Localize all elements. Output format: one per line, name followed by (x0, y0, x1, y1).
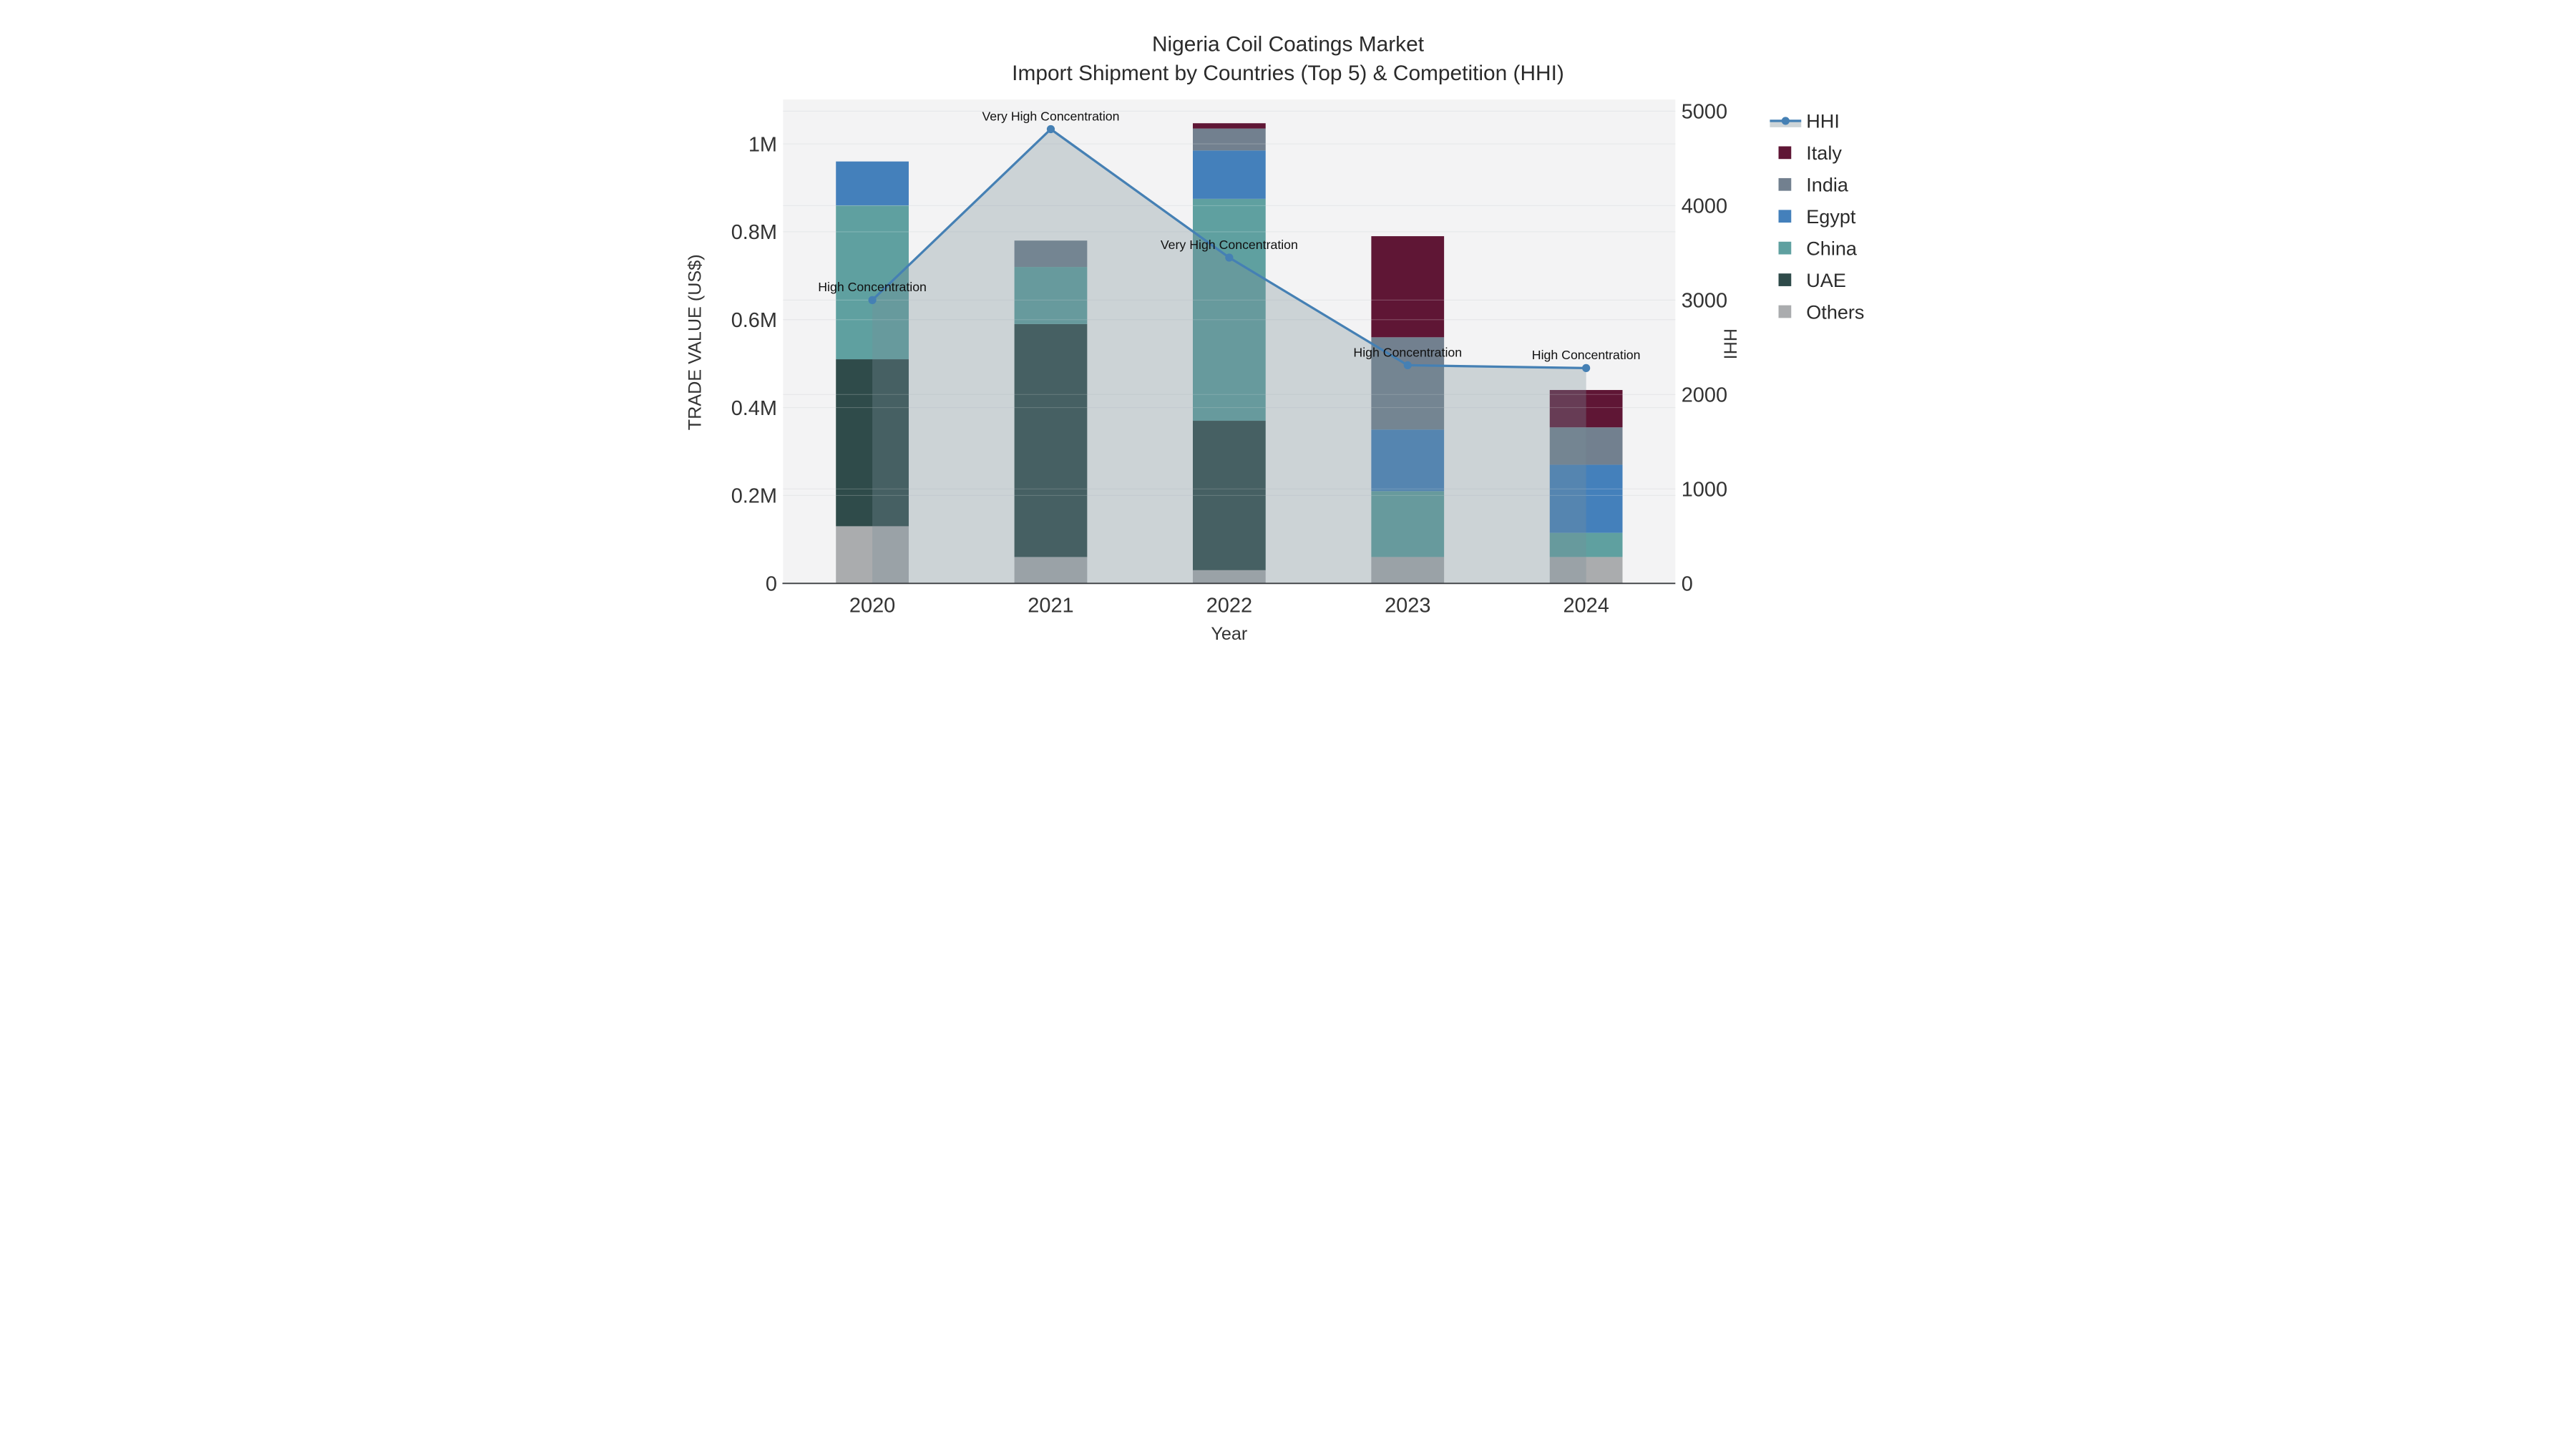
hhi-point-2024[interactable] (1582, 364, 1591, 372)
legend-swatch-china (1778, 241, 1792, 255)
annotation-2024: High Concentration (1532, 348, 1641, 362)
legend-label-china: China (1806, 238, 1858, 259)
annotation-2020: High Concentration (818, 280, 927, 294)
bar-segment-egypt-2024[interactable] (1549, 464, 1623, 533)
bar-segment-uae-2021[interactable] (1014, 323, 1088, 557)
legend-item-egypt[interactable]: Egypt (1778, 206, 1856, 228)
bar-segment-italy-2023[interactable] (1371, 236, 1445, 338)
legend-label-india: India (1806, 175, 1849, 196)
bar-segment-others-2021[interactable] (1014, 557, 1088, 584)
bar-segment-china-2021[interactable] (1014, 267, 1088, 324)
bar-segment-india-2024[interactable] (1549, 427, 1623, 465)
annotation-2021: Very High Concentration (982, 109, 1119, 123)
chart-title-line1: Nigeria Coil Coatings Market (1152, 32, 1425, 56)
legend-item-hhi[interactable]: HHI (1770, 111, 1840, 132)
hhi-point-2020[interactable] (868, 296, 877, 304)
bar-segment-egypt-2022[interactable] (1193, 150, 1266, 199)
hhi-point-2021[interactable] (1046, 125, 1055, 134)
y-axis-title-left: TRADE VALUE (US$) (687, 254, 706, 430)
legend-hhi-marker (1781, 117, 1790, 125)
bar-segment-china-2023[interactable] (1371, 491, 1445, 557)
y-right-tick-4000: 4000 (1682, 195, 1727, 218)
y-right-tick-0: 0 (1682, 573, 1693, 596)
bar-segment-egypt-2023[interactable] (1371, 429, 1445, 492)
combo-chart-canvas: High Concentration Very High Concentratio… (687, 32, 1864, 644)
y-right-tick-3000: 3000 (1682, 290, 1727, 313)
chart-figure: High Concentration Very High Concentratio… (687, 0, 1889, 676)
x-tick-2020: 2020 (849, 594, 895, 617)
bar-segment-others-2024[interactable] (1549, 557, 1623, 584)
bar-segment-china-2022[interactable] (1193, 198, 1266, 421)
legend-label-italy: Italy (1806, 142, 1842, 164)
y-left-tick-1M: 1M (748, 133, 777, 156)
legend-swatch-others (1778, 305, 1792, 318)
plot-layer: High Concentration Very High Concentratio… (731, 99, 1864, 617)
stacked-bars (836, 123, 1623, 584)
legend-label-uae: UAE (1806, 270, 1846, 291)
bar-segment-china-2024[interactable] (1549, 532, 1623, 557)
y-left-tick-0.4M: 0.4M (731, 397, 777, 420)
bar-segment-india-2021[interactable] (1014, 240, 1088, 268)
y-right-tick-5000: 5000 (1682, 101, 1727, 124)
hhi-point-2023[interactable] (1403, 361, 1412, 370)
bar-segment-italy-2022[interactable] (1193, 123, 1266, 129)
bar-segment-others-2022[interactable] (1193, 570, 1266, 584)
bar-segment-egypt-2020[interactable] (836, 161, 909, 206)
bar-segment-uae-2020[interactable] (836, 359, 909, 527)
hhi-area-fill (872, 129, 1586, 584)
x-tick-2021: 2021 (1028, 594, 1073, 617)
y-axis-title-right: HHI (1719, 328, 1740, 359)
y-left-tick-0.8M: 0.8M (731, 221, 777, 244)
legend-item-others[interactable]: Others (1778, 301, 1865, 323)
legend-swatch-egypt (1778, 210, 1792, 223)
y-right-tick-2000: 2000 (1682, 384, 1727, 407)
chart-title-line2: Import Shipment by Countries (Top 5) & C… (1012, 62, 1564, 85)
x-tick-2023: 2023 (1385, 594, 1430, 617)
legend-swatch-uae (1778, 273, 1792, 286)
legend-item-india[interactable]: India (1778, 175, 1849, 196)
legend: HHI Italy India Egypt China UAE Others (1770, 111, 1864, 323)
bar-segment-others-2023[interactable] (1371, 557, 1445, 584)
hhi-point-2022[interactable] (1225, 253, 1234, 262)
legend-swatch-italy (1778, 146, 1792, 160)
legend-swatch-india (1778, 177, 1792, 191)
bar-segment-india-2023[interactable] (1371, 337, 1445, 430)
bar-segment-india-2022[interactable] (1193, 128, 1266, 151)
bar-segment-others-2020[interactable] (836, 526, 909, 584)
x-tick-2024: 2024 (1563, 594, 1609, 617)
bar-segment-uae-2022[interactable] (1193, 421, 1266, 570)
bar-segment-china-2020[interactable] (836, 205, 909, 360)
y-left-tick-0.2M: 0.2M (731, 485, 777, 508)
bar-segment-italy-2024[interactable] (1549, 390, 1623, 428)
legend-label-hhi: HHI (1806, 111, 1840, 132)
legend-label-egypt: Egypt (1806, 206, 1856, 228)
gridlines-overlay (783, 110, 1676, 497)
y-right-tick-1000: 1000 (1682, 479, 1727, 502)
x-tick-2022: 2022 (1206, 594, 1252, 617)
legend-item-italy[interactable]: Italy (1778, 142, 1843, 164)
annotation-2022: Very High Concentration (1161, 238, 1298, 252)
annotation-2023: High Concentration (1353, 345, 1462, 359)
legend-item-uae[interactable]: UAE (1778, 270, 1846, 291)
legend-label-others: Others (1806, 301, 1864, 323)
y-left-tick-0: 0 (766, 573, 777, 596)
legend-item-china[interactable]: China (1778, 238, 1858, 259)
x-axis-title: Year (1211, 624, 1247, 644)
y-left-tick-0.6M: 0.6M (731, 309, 777, 332)
